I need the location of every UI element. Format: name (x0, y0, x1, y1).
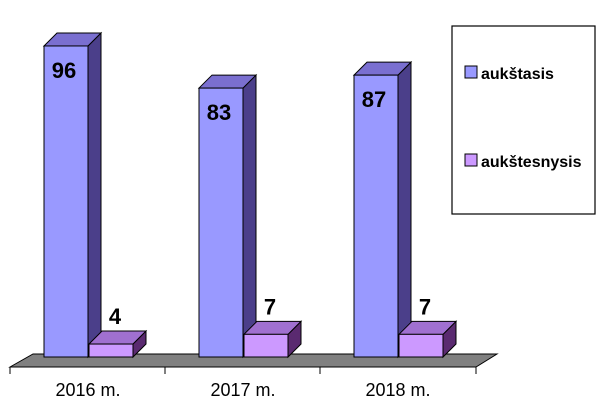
bar-side (87, 31, 102, 359)
x-tick-label: 2018 m. (365, 380, 430, 400)
bar-front (198, 87, 244, 358)
bar-aukštesnysis-2 (397, 320, 458, 359)
value-label: 83 (207, 100, 231, 125)
value-label: 7 (419, 294, 431, 319)
bar-side (242, 73, 257, 359)
bar-side (397, 60, 412, 359)
bar-aukštasis-0 (42, 31, 103, 359)
legend-swatch (464, 153, 478, 167)
bar-aukštasis-2 (352, 60, 413, 359)
legend-box (451, 25, 596, 215)
bar-front (398, 333, 444, 358)
value-label: 87 (362, 87, 386, 112)
bar-front (243, 333, 289, 358)
bar-front (43, 45, 89, 358)
bar-aukštasis-1 (197, 73, 258, 359)
value-labels: 96 4 83 7 87 7 (52, 58, 431, 329)
x-tick-label: 2016 m. (55, 380, 120, 400)
x-axis: 2016 m. 2017 m. 2018 m. (9, 366, 477, 400)
bars (42, 31, 458, 359)
legend-swatch (464, 65, 478, 79)
bar-aukštesnysis-0 (87, 329, 148, 359)
bar-front (88, 343, 134, 358)
legend-label: aukštesnysis (481, 154, 582, 171)
value-label: 4 (109, 304, 122, 329)
value-label: 7 (264, 294, 276, 319)
bar-aukštesnysis-1 (242, 320, 303, 359)
legend-label: aukštasis (481, 66, 554, 83)
legend: aukštasis aukštesnysis (451, 25, 596, 215)
value-label: 96 (52, 58, 76, 83)
x-tick-label: 2017 m. (210, 380, 275, 400)
bar-front (353, 74, 399, 358)
